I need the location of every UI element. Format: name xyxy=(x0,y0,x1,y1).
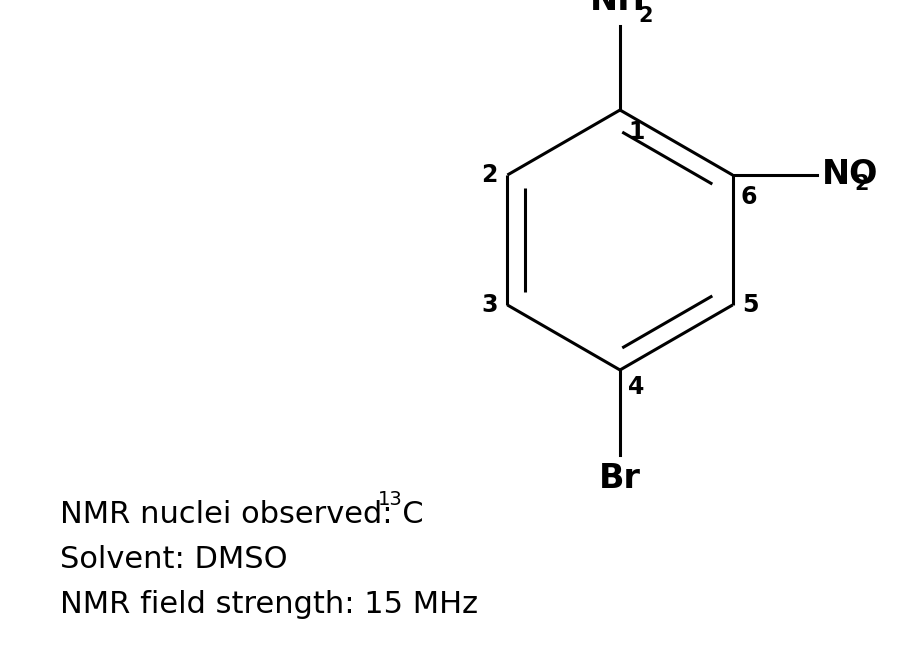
Text: 6: 6 xyxy=(740,185,756,209)
Text: Br: Br xyxy=(599,463,640,495)
Text: 2: 2 xyxy=(638,5,652,26)
Text: Solvent: DMSO: Solvent: DMSO xyxy=(60,545,287,574)
Text: NMR field strength: 15 MHz: NMR field strength: 15 MHz xyxy=(60,590,478,619)
Text: 5: 5 xyxy=(741,293,759,317)
Text: NMR nuclei observed: C: NMR nuclei observed: C xyxy=(60,500,424,529)
Text: 2: 2 xyxy=(853,174,868,194)
Text: 1: 1 xyxy=(628,120,644,144)
Text: 13: 13 xyxy=(377,490,403,509)
Text: 3: 3 xyxy=(480,293,497,317)
Text: 4: 4 xyxy=(628,375,644,399)
Text: 2: 2 xyxy=(480,163,497,187)
Text: NH: NH xyxy=(590,0,646,18)
Text: NO: NO xyxy=(821,159,878,191)
